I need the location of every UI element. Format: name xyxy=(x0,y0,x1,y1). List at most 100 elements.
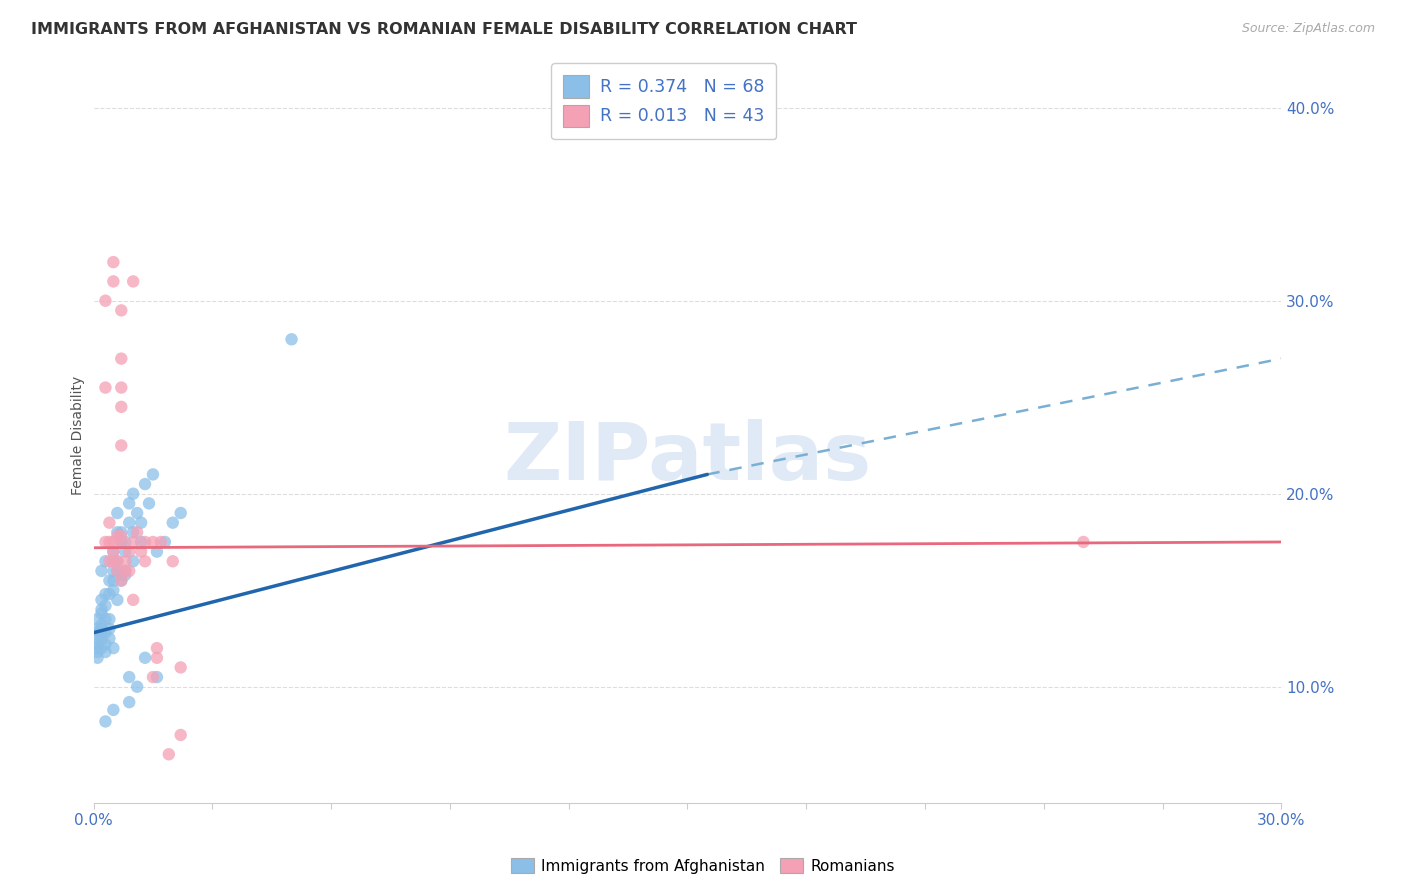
Point xyxy=(94,535,117,549)
Point xyxy=(110,529,132,543)
Point xyxy=(110,574,132,588)
Point xyxy=(98,574,121,588)
Point xyxy=(170,660,193,674)
Point xyxy=(90,641,112,656)
Point xyxy=(103,641,125,656)
Point xyxy=(90,607,112,621)
Point xyxy=(118,496,141,510)
Point xyxy=(110,574,132,588)
Point xyxy=(103,564,125,578)
Point xyxy=(122,274,145,288)
Point xyxy=(86,641,108,656)
Point xyxy=(146,641,169,656)
Point xyxy=(98,632,121,646)
Point xyxy=(127,506,149,520)
Point xyxy=(114,544,136,558)
Point xyxy=(122,554,145,568)
Point xyxy=(110,535,132,549)
Point xyxy=(114,564,136,578)
Point xyxy=(142,467,165,482)
Point xyxy=(94,637,117,651)
Y-axis label: Female Disability: Female Disability xyxy=(72,376,86,495)
Point xyxy=(153,535,176,549)
Point xyxy=(90,618,112,632)
Point xyxy=(110,351,132,366)
Point xyxy=(90,632,112,646)
Point xyxy=(114,554,136,568)
Point xyxy=(114,564,136,578)
Point xyxy=(103,274,125,288)
Point xyxy=(94,625,117,640)
Point xyxy=(94,587,117,601)
Point xyxy=(86,645,108,659)
Point xyxy=(118,695,141,709)
Text: ZIPatlas: ZIPatlas xyxy=(503,419,872,497)
Point xyxy=(98,554,121,568)
Point xyxy=(110,525,132,540)
Point xyxy=(105,593,128,607)
Point xyxy=(149,535,172,549)
Point xyxy=(103,554,125,568)
Legend: Immigrants from Afghanistan, Romanians: Immigrants from Afghanistan, Romanians xyxy=(505,852,901,880)
Point xyxy=(110,535,132,549)
Point xyxy=(86,637,108,651)
Point xyxy=(146,670,169,684)
Point xyxy=(110,303,132,318)
Point xyxy=(122,486,145,500)
Point xyxy=(86,612,108,626)
Point xyxy=(138,496,160,510)
Point xyxy=(105,529,128,543)
Point xyxy=(142,670,165,684)
Text: Source: ZipAtlas.com: Source: ZipAtlas.com xyxy=(1241,22,1375,36)
Point xyxy=(103,255,125,269)
Point xyxy=(134,535,156,549)
Point xyxy=(105,564,128,578)
Point xyxy=(110,438,132,452)
Point xyxy=(94,612,117,626)
Point xyxy=(86,622,108,636)
Text: IMMIGRANTS FROM AFGHANISTAN VS ROMANIAN FEMALE DISABILITY CORRELATION CHART: IMMIGRANTS FROM AFGHANISTAN VS ROMANIAN … xyxy=(31,22,856,37)
Point xyxy=(105,554,128,568)
Point xyxy=(103,544,125,558)
Point xyxy=(157,747,180,762)
Point xyxy=(94,554,117,568)
Point xyxy=(103,574,125,588)
Point xyxy=(94,380,117,394)
Point xyxy=(170,506,193,520)
Point xyxy=(98,516,121,530)
Point xyxy=(127,680,149,694)
Point xyxy=(118,516,141,530)
Point xyxy=(134,650,156,665)
Point xyxy=(162,554,184,568)
Point xyxy=(122,593,145,607)
Point xyxy=(110,400,132,414)
Point xyxy=(86,625,108,640)
Point xyxy=(129,516,152,530)
Point xyxy=(114,535,136,549)
Legend: R = 0.374   N = 68, R = 0.013   N = 43: R = 0.374 N = 68, R = 0.013 N = 43 xyxy=(551,63,776,139)
Point xyxy=(90,564,112,578)
Point xyxy=(146,544,169,558)
Point xyxy=(129,544,152,558)
Point xyxy=(103,544,125,558)
Point xyxy=(127,525,149,540)
Point xyxy=(94,714,117,729)
Point xyxy=(90,625,112,640)
Point xyxy=(110,380,132,394)
Point xyxy=(90,602,112,616)
Point xyxy=(98,622,121,636)
Point xyxy=(280,332,302,346)
Point xyxy=(103,703,125,717)
Point xyxy=(170,728,193,742)
Point xyxy=(118,670,141,684)
Point xyxy=(94,645,117,659)
Point xyxy=(105,506,128,520)
Point xyxy=(162,516,184,530)
Point xyxy=(98,612,121,626)
Point xyxy=(146,650,169,665)
Point xyxy=(122,535,145,549)
Point xyxy=(105,564,128,578)
Point xyxy=(90,593,112,607)
Point xyxy=(1073,535,1095,549)
Point xyxy=(118,564,141,578)
